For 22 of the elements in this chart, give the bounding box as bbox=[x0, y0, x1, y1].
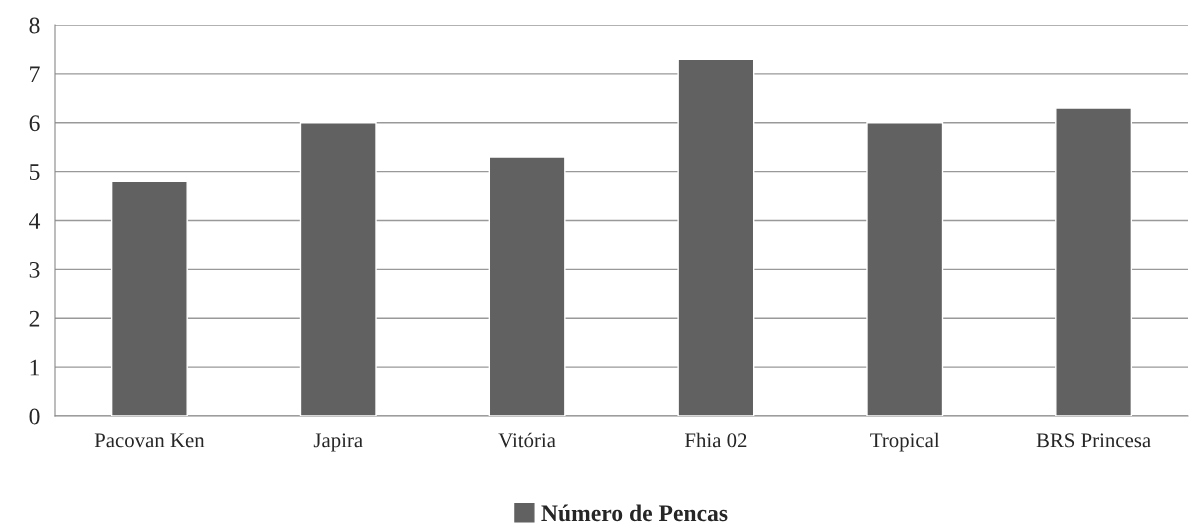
bar bbox=[488, 156, 566, 416]
x-tick-label: Fhia 02 bbox=[684, 432, 747, 448]
y-tick-label: 5 bbox=[29, 164, 40, 181]
y-tick-label: 0 bbox=[29, 408, 40, 425]
x-tick-label: Tropical bbox=[870, 432, 940, 452]
x-tick-label: BRS Princesa bbox=[1036, 433, 1151, 448]
legend-label: Número de Pencas bbox=[541, 504, 728, 522]
bar bbox=[866, 122, 944, 416]
x-tick-label: Vitória bbox=[498, 432, 556, 448]
bar bbox=[1055, 107, 1133, 416]
x-tick-label: Japira bbox=[313, 433, 363, 452]
y-tick-label: 7 bbox=[30, 66, 40, 83]
y-tick-label: 1 bbox=[30, 359, 39, 376]
y-tick-label: 4 bbox=[29, 213, 41, 229]
bar bbox=[677, 58, 755, 416]
bar bbox=[110, 180, 188, 416]
y-tick-label: 8 bbox=[29, 17, 40, 34]
x-tick-label: Pacovan Ken bbox=[94, 433, 205, 448]
y-tick-label: 2 bbox=[29, 310, 40, 327]
bar bbox=[299, 122, 377, 416]
y-tick-label: 6 bbox=[29, 115, 40, 132]
y-tick-label: 3 bbox=[29, 261, 40, 278]
